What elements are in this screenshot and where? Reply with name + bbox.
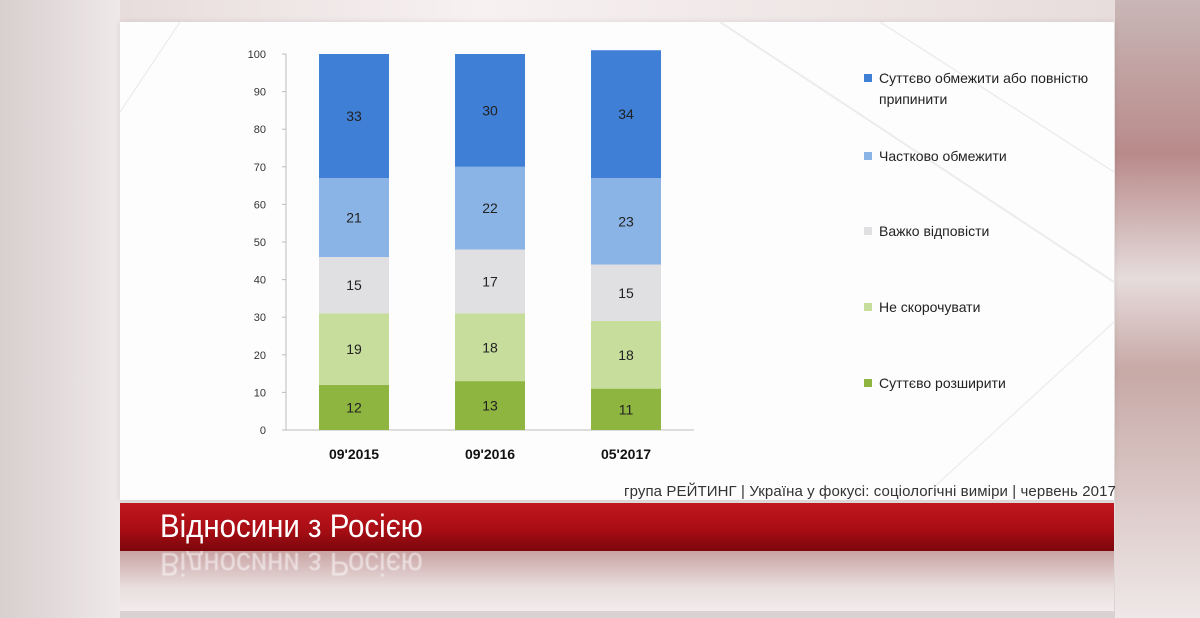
data-label: 22 — [482, 200, 498, 216]
legend-item: Суттєво обмежити або повністю припинити — [864, 68, 1114, 110]
legend-label: Суттєво обмежити або повністю припинити — [879, 70, 1089, 107]
legend-item: Суттєво розширити — [864, 373, 1114, 394]
bar-segment — [319, 313, 389, 385]
y-tick-label: 0 — [260, 425, 266, 437]
bar-segment — [455, 313, 525, 382]
banner-reflection: Відносини з Росією — [120, 551, 1114, 611]
data-label: 23 — [618, 213, 634, 229]
bar-segment — [319, 384, 389, 430]
data-label: 19 — [346, 341, 362, 357]
legend-label: Важко відповісти — [879, 223, 990, 239]
x-tick-label: 09'2016 — [465, 446, 515, 462]
data-label: 11 — [619, 401, 634, 417]
stacked-bar-chart: 0 10 20 30 40 50 60 70 80 90 100 12 19 15 21 33 09'2015 1… — [248, 49, 694, 462]
bar-segment — [319, 178, 389, 258]
data-label: 12 — [346, 399, 362, 415]
legend-swatch — [864, 74, 872, 82]
legend-swatch — [864, 379, 872, 387]
y-tick-label: 10 — [254, 387, 266, 399]
y-tick-label: 50 — [254, 237, 266, 249]
bar-segment — [455, 166, 525, 250]
data-label: 15 — [618, 285, 634, 301]
bar-segment — [591, 178, 661, 265]
banner-title: Відносини з Росією — [160, 508, 423, 544]
bar-segment — [591, 388, 661, 430]
legend-swatch — [864, 303, 872, 311]
data-label: 21 — [346, 210, 362, 226]
data-label: 18 — [618, 347, 634, 363]
y-tick-label: 90 — [254, 87, 266, 99]
banner-reflection-title: Відносини з Росією — [160, 551, 423, 582]
data-label: 15 — [346, 277, 362, 293]
y-tick-label: 30 — [254, 312, 266, 324]
y-tick-label: 80 — [254, 124, 266, 136]
legend-swatch — [864, 227, 872, 235]
background-top — [0, 0, 1200, 22]
legend-label: Частково обмежити — [879, 148, 1007, 164]
bar-segment — [455, 54, 525, 167]
y-tick-label: 70 — [254, 162, 266, 174]
background-left — [0, 0, 120, 618]
title-banner: Відносини з Росією — [120, 503, 1114, 551]
bar-segment — [591, 264, 661, 321]
legend-label: Не скорочувати — [879, 299, 981, 315]
bar-segment — [591, 50, 661, 179]
data-label: 13 — [482, 398, 498, 414]
bar-segment — [591, 320, 661, 389]
data-label: 17 — [482, 273, 498, 289]
bar-segment — [319, 54, 389, 179]
legend-label: Суттєво розширити — [879, 375, 1006, 391]
legend-item: Важко відповісти — [864, 221, 1114, 242]
data-label: 34 — [618, 106, 634, 122]
bar-segment — [319, 257, 389, 314]
legend-swatch — [864, 152, 872, 160]
bar-segment — [455, 381, 525, 430]
legend-item: Частково обмежити — [864, 146, 1114, 167]
chart-panel: 0 10 20 30 40 50 60 70 80 90 100 12 19 15 21 33 09'2015 1… — [120, 22, 1114, 500]
y-tick-label: 60 — [254, 199, 266, 211]
source-caption: група РЕЙТИНГ | Україна у фокусі: соціол… — [624, 483, 1116, 500]
y-tick-label: 100 — [248, 49, 266, 61]
y-tick-label: 20 — [254, 350, 266, 362]
data-label: 33 — [346, 108, 362, 124]
panel-decorative-lines — [120, 22, 1114, 500]
x-tick-label: 05'2017 — [601, 446, 651, 462]
legend-item: Не скорочувати — [864, 297, 1114, 318]
bar-segment — [455, 249, 525, 314]
data-label: 30 — [482, 102, 498, 118]
x-tick-label: 09'2015 — [329, 446, 379, 462]
background-right — [1115, 0, 1200, 618]
y-tick-label: 40 — [254, 275, 266, 287]
data-label: 18 — [482, 339, 498, 355]
